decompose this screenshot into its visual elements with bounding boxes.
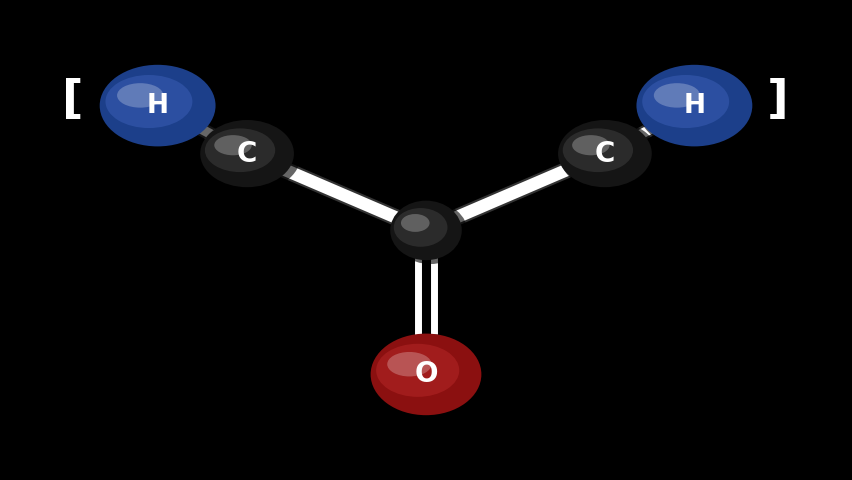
Text: O: O	[414, 360, 438, 388]
Text: ]: ]	[767, 78, 789, 123]
Ellipse shape	[390, 201, 462, 260]
Ellipse shape	[560, 121, 659, 191]
Ellipse shape	[200, 120, 294, 187]
Ellipse shape	[377, 344, 459, 397]
Text: C: C	[595, 140, 615, 168]
Ellipse shape	[106, 75, 193, 128]
Ellipse shape	[214, 135, 251, 155]
Ellipse shape	[642, 75, 729, 128]
Text: C: C	[237, 140, 257, 168]
Text: H: H	[147, 93, 169, 119]
Ellipse shape	[562, 128, 633, 172]
Ellipse shape	[638, 65, 759, 151]
Ellipse shape	[101, 65, 222, 151]
Text: H: H	[683, 93, 705, 119]
Ellipse shape	[653, 83, 700, 108]
Ellipse shape	[202, 121, 301, 191]
Ellipse shape	[636, 65, 752, 146]
Ellipse shape	[573, 135, 610, 155]
Ellipse shape	[387, 352, 431, 376]
Ellipse shape	[394, 208, 447, 247]
Ellipse shape	[393, 202, 468, 264]
Ellipse shape	[204, 128, 275, 172]
Ellipse shape	[117, 83, 164, 108]
Ellipse shape	[372, 334, 488, 420]
Ellipse shape	[401, 214, 429, 232]
Text: [: [	[61, 78, 83, 123]
Ellipse shape	[371, 334, 481, 415]
Ellipse shape	[100, 65, 216, 146]
Ellipse shape	[558, 120, 652, 187]
